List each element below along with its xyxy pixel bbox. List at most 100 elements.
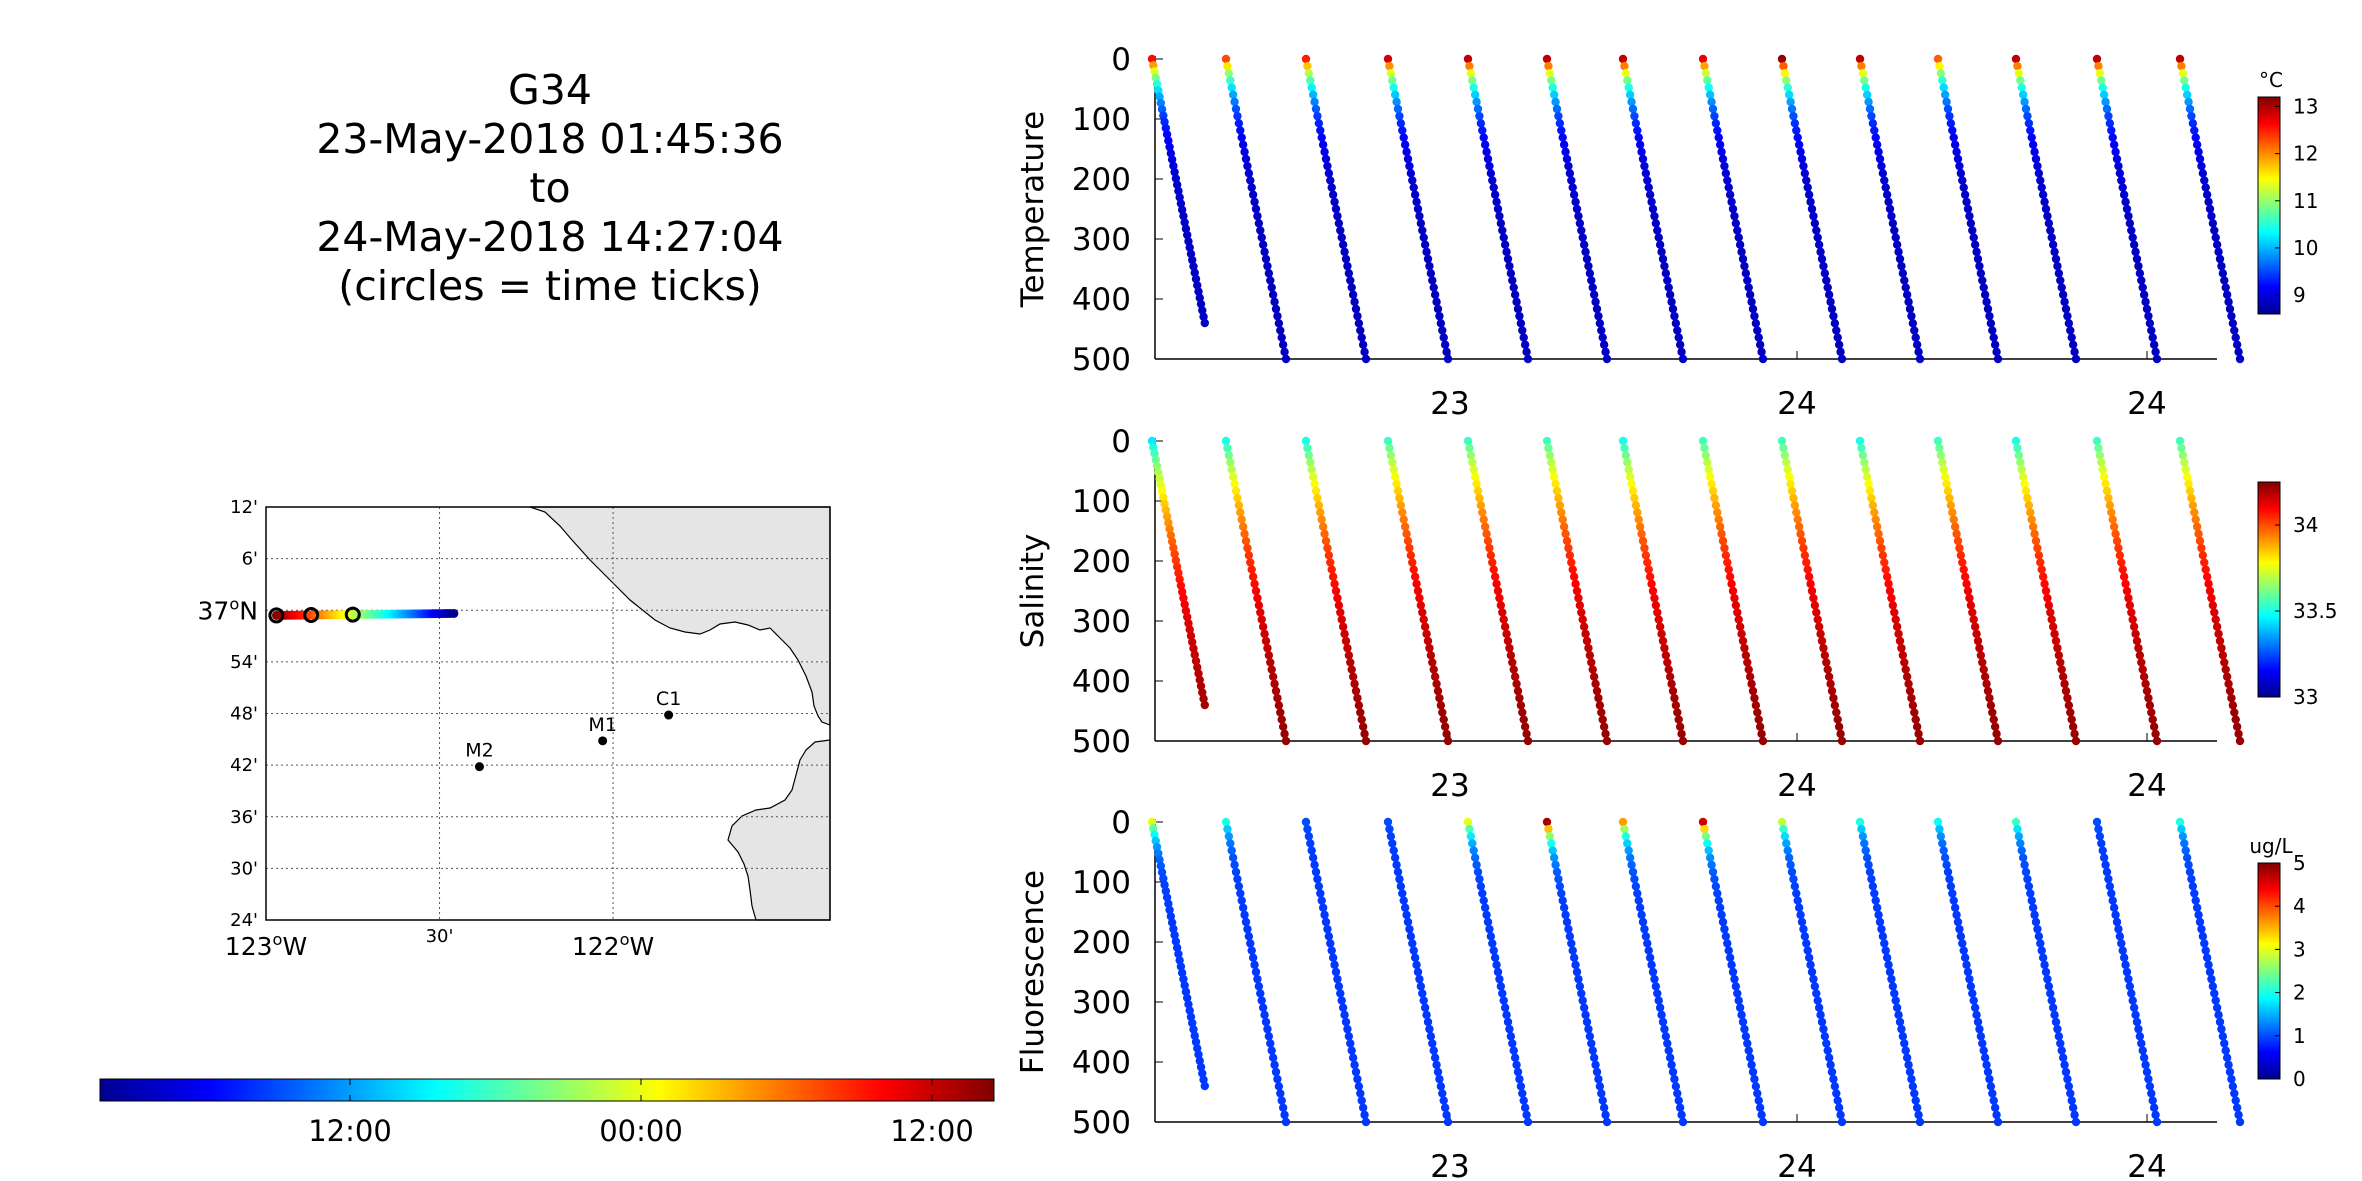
profile-point (1314, 119, 1324, 128)
profile-point (2205, 967, 2215, 977)
profile-point (2232, 340, 2242, 349)
profile-point (1674, 1096, 1683, 1105)
profile-point (1410, 953, 1420, 962)
profile-point (1933, 817, 1943, 827)
profile-point (1274, 319, 1284, 328)
profile-point (2031, 536, 2041, 546)
profile-point (1478, 889, 1487, 898)
profile-point (2109, 903, 2119, 912)
profile-13 (2092, 436, 2162, 746)
profile-point (1161, 123, 1171, 133)
profile-point (1313, 874, 1322, 884)
profile-point (1251, 967, 1261, 977)
profile-point (2102, 104, 2112, 114)
profile-point (2222, 672, 2232, 681)
profile-point (1875, 536, 1885, 546)
profile-point (1644, 565, 1653, 574)
profile-point (1254, 219, 1264, 228)
profile-point (1486, 551, 1496, 560)
profile-point (1747, 1060, 1756, 1070)
profile-point (2214, 1010, 2223, 1020)
profile-point (1832, 326, 1841, 335)
profile-point (1755, 722, 1765, 731)
profile-point (1181, 224, 1191, 233)
profile-point (1949, 515, 1958, 524)
profile-1 (1147, 54, 1210, 328)
profile-point (1386, 69, 1396, 78)
profile-point (1358, 1103, 1368, 1112)
profile-point (2051, 1017, 2061, 1027)
profile-point (1233, 493, 1242, 503)
profile-point (1547, 76, 1556, 85)
profile-point (1969, 615, 1978, 624)
profile-point (1383, 817, 1393, 827)
profile-point (1740, 1024, 1749, 1034)
profile-point (1274, 1082, 1284, 1091)
profile-point (1388, 76, 1397, 85)
profile-point (1638, 154, 1648, 164)
profile-point (1827, 1067, 1837, 1077)
y-tick-label: 100 (1072, 484, 1131, 520)
y-tick-label: 200 (1072, 544, 1131, 580)
profile-point (1344, 269, 1354, 278)
profile-point (1978, 276, 1987, 285)
profile-point (1892, 1003, 1902, 1012)
profile-point (1700, 443, 1709, 453)
profile-point (1316, 508, 1325, 517)
profile-point (1350, 297, 1359, 307)
profile-point (1400, 522, 1410, 531)
profile-point (1738, 636, 1748, 646)
profile-point (1834, 1103, 1844, 1112)
profile-point (1718, 536, 1728, 546)
profile-point (1429, 665, 1438, 674)
profile-point (2144, 693, 2153, 703)
profile-5 (1463, 54, 1533, 364)
profile-point (1480, 903, 1490, 912)
profile-point (1651, 601, 1661, 610)
profile-point (1758, 736, 1768, 746)
profile-point (1829, 1074, 1838, 1084)
lat-tick-label: 30' (230, 858, 258, 879)
profile-point (1857, 824, 1866, 834)
profile-point (1261, 636, 1271, 646)
profile-point (1199, 312, 1208, 321)
profile-point (1418, 226, 1427, 235)
profile-point (2121, 960, 2130, 970)
profile-point (2195, 917, 2205, 927)
profile-point (1973, 254, 1983, 264)
profile-point (1579, 240, 1589, 249)
profile-point (1963, 967, 1973, 977)
profile-point (2117, 176, 2126, 185)
profile-point (1698, 817, 1708, 827)
profile-point (1509, 665, 1518, 674)
profile-point (1324, 169, 1334, 178)
profile-6 (1542, 54, 1612, 364)
profile-point (1483, 154, 1493, 164)
profile-point (1792, 126, 1801, 135)
profile-point (1571, 197, 1580, 207)
profile-point (1912, 1103, 1922, 1112)
profile-point (1935, 824, 1944, 834)
profile-point (1871, 133, 1880, 142)
profile-point (1276, 1089, 1285, 1098)
profile-point (1405, 161, 1414, 171)
profile-point (1751, 701, 1761, 710)
profile-point (1901, 283, 1910, 292)
profile-point (1912, 722, 1922, 731)
profile-point (1905, 686, 1915, 696)
profile-point (2117, 939, 2126, 948)
profile-point (2134, 643, 2143, 653)
profile-point (1972, 247, 1981, 257)
profile-point (1718, 917, 1728, 927)
profile-point (2063, 693, 2072, 703)
profile-point (1346, 276, 1355, 285)
profile-point (1833, 1096, 1842, 1105)
profile-point (1588, 665, 1597, 674)
profile-point (1545, 451, 1555, 460)
profile-point (1156, 480, 1166, 490)
profile-point (1256, 608, 1265, 617)
profile-point (1720, 161, 1729, 171)
profile-point (1191, 274, 1201, 284)
profile-point (1430, 290, 1440, 299)
profile-point (1787, 867, 1797, 877)
